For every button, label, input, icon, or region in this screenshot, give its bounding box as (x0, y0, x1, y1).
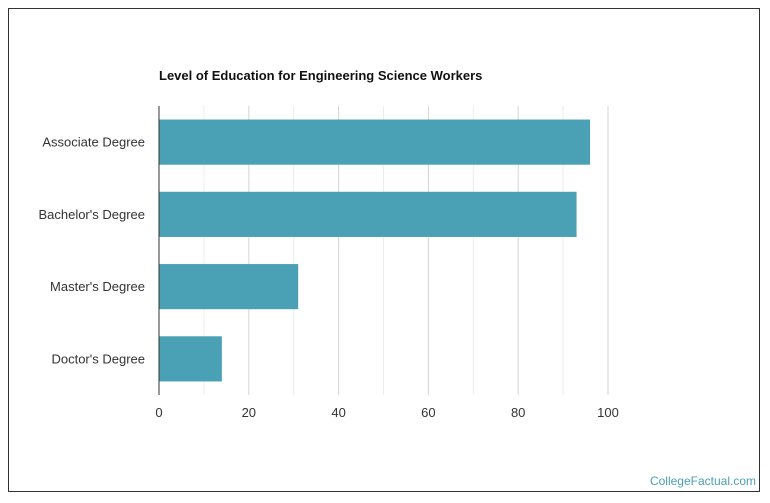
x-tick-label: 20 (242, 405, 256, 420)
x-tick-label: 40 (331, 405, 345, 420)
category-labels: Associate Degree Bachelor's Degree Master'… (38, 135, 145, 367)
x-tick-label: 100 (597, 405, 619, 420)
bar (159, 119, 591, 165)
bar (159, 264, 299, 310)
x-tick-label: 0 (155, 405, 162, 420)
bar (159, 191, 577, 237)
bar (159, 336, 222, 382)
category-label: Doctor's Degree (51, 351, 145, 366)
category-label: Associate Degree (42, 135, 145, 150)
x-tick-label: 60 (421, 405, 435, 420)
tick-labels: 0 20 40 60 80 100 (155, 405, 618, 420)
watermark: CollegeFactual.com (649, 474, 756, 488)
category-label: Bachelor's Degree (38, 207, 145, 222)
x-tick-label: 80 (511, 405, 525, 420)
category-label: Master's Degree (50, 279, 145, 294)
bars (159, 119, 591, 382)
chart-title: Level of Education for Engineering Scien… (159, 68, 483, 83)
